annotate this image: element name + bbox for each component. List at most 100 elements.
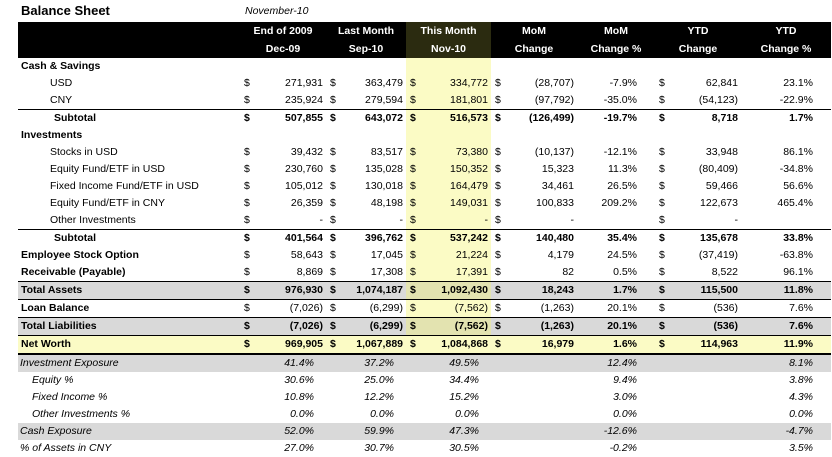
percent-cell: -63.8% xyxy=(741,247,831,264)
percent-cell: 24.5% xyxy=(577,247,655,264)
currency-symbol: $ xyxy=(330,338,336,350)
cell-value: - xyxy=(399,214,404,226)
cell-value: -4.7% xyxy=(785,425,813,437)
cell-value: (7,562) xyxy=(454,302,488,314)
table-row: Receivable (Payable) $8,869 $17,308 $17,391… xyxy=(18,264,831,282)
currency-symbol: $ xyxy=(495,94,501,106)
column-header: Change % xyxy=(741,40,831,58)
percent-cell: -19.7% xyxy=(577,109,655,127)
value-cell: $4,179 xyxy=(491,247,577,264)
currency-symbol: $ xyxy=(410,232,416,244)
row-label: Loan Balance xyxy=(21,302,90,314)
report-date: November-10 xyxy=(245,5,309,17)
currency-symbol: $ xyxy=(330,94,336,106)
empty-cell xyxy=(240,127,326,144)
cell-value: 9.4% xyxy=(613,374,637,386)
cell-value: 149,031 xyxy=(450,197,488,209)
currency-symbol: $ xyxy=(659,232,665,244)
currency-symbol: $ xyxy=(244,214,250,226)
percent-cell: 1.7% xyxy=(741,109,831,127)
cell-value: 23.1% xyxy=(783,77,813,89)
table-row: Total Assets $976,930 $1,074,187 $1,092,430… xyxy=(18,281,831,300)
table-row: CNY $235,924 $279,594 $181,801 $ (97,792) -35.… xyxy=(18,92,831,110)
cell-value: 1,084,868 xyxy=(441,338,488,350)
table-row: Cash & Savings xyxy=(18,58,831,75)
currency-symbol: $ xyxy=(410,338,416,350)
cell-value: 30.6% xyxy=(284,374,314,386)
cell-value: 37.2% xyxy=(364,357,394,369)
value-cell: $39,432 xyxy=(240,144,326,161)
currency-symbol: $ xyxy=(410,266,416,278)
currency-symbol: $ xyxy=(330,214,336,226)
cell-value: 34,461 xyxy=(541,180,574,192)
percent-cell: 37.2% xyxy=(326,354,406,372)
value-cell: $1,084,868 xyxy=(406,335,491,355)
value-cell: $149,031 xyxy=(406,195,491,212)
currency-symbol: $ xyxy=(410,197,416,209)
empty-cell xyxy=(491,440,577,457)
cell-value: 334,772 xyxy=(450,77,488,89)
value-cell: $135,028 xyxy=(326,161,406,178)
cell-value: 8,522 xyxy=(711,266,738,278)
header-row-1: End of 2009 Last Month This Month MoM MoM YTD… xyxy=(18,22,831,40)
cell-value: 150,352 xyxy=(450,163,488,175)
percent-cell: 15.2% xyxy=(406,389,491,406)
cell-value: 33,948 xyxy=(705,146,738,158)
cell-value: (536) xyxy=(713,302,738,314)
cell-value: 7.6% xyxy=(789,302,813,314)
percent-cell: 1.6% xyxy=(577,335,655,355)
value-cell: $73,380 xyxy=(406,144,491,161)
percent-cell: -12.6% xyxy=(577,423,655,440)
row-label: Equity Fund/ETF in USD xyxy=(50,163,165,175)
value-cell: $34,461 xyxy=(491,178,577,195)
cell-value: - xyxy=(570,214,575,226)
currency-symbol: $ xyxy=(495,77,501,89)
table-row: Investments xyxy=(18,127,831,144)
percent-cell: 8.1% xyxy=(741,354,831,372)
value-cell: $ (80,409) xyxy=(655,161,741,178)
percent-cell: -0.2% xyxy=(577,440,655,457)
value-cell: $59,466 xyxy=(655,178,741,195)
empty-cell xyxy=(406,127,491,144)
percent-cell: -12.1% xyxy=(577,144,655,161)
cell-value: (126,499) xyxy=(529,112,574,124)
cell-value: 105,012 xyxy=(285,180,323,192)
currency-symbol: $ xyxy=(244,94,250,106)
value-cell: $ (10,137) xyxy=(491,144,577,161)
column-header: Change % xyxy=(577,40,655,58)
cell-value: 12.4% xyxy=(607,357,637,369)
currency-symbol: $ xyxy=(244,284,250,296)
cell-value: -35.0% xyxy=(603,94,637,106)
value-cell: $122,673 xyxy=(655,195,741,212)
cell-value: (28,707) xyxy=(534,77,574,89)
percent-cell: 26.5% xyxy=(577,178,655,195)
value-cell: $16,979 xyxy=(491,335,577,355)
table-row: Loan Balance $ (7,026) $ (6,299) $ (7,562) $ (1,… xyxy=(18,299,831,318)
cell-value: 1.7% xyxy=(789,112,813,124)
empty-cell xyxy=(577,127,655,144)
row-label: Subtotal xyxy=(18,229,240,247)
currency-symbol: $ xyxy=(244,320,250,332)
currency-symbol: $ xyxy=(659,146,665,158)
cell-value: -34.8% xyxy=(779,163,813,175)
percent-cell: 30.5% xyxy=(406,440,491,457)
value-cell: $1,074,187 xyxy=(326,281,406,300)
currency-symbol: $ xyxy=(244,302,250,314)
currency-symbol: $ xyxy=(330,180,336,192)
percent-cell: 34.4% xyxy=(406,372,491,389)
empty-cell xyxy=(406,58,491,75)
value-cell: $8,522 xyxy=(655,264,741,282)
value-cell: $21,224 xyxy=(406,247,491,264)
cell-value: 363,479 xyxy=(365,77,403,89)
value-cell: $62,841 xyxy=(655,75,741,92)
percent-cell: 9.4% xyxy=(577,372,655,389)
currency-symbol: $ xyxy=(410,320,416,332)
currency-symbol: $ xyxy=(244,180,250,192)
table-row: Total Liabilities $ (7,026) $ (6,299) $ (7,562… xyxy=(18,317,831,336)
cell-value: - xyxy=(734,214,739,226)
cell-value: 17,045 xyxy=(370,249,403,261)
currency-symbol: $ xyxy=(330,266,336,278)
currency-symbol: $ xyxy=(330,302,336,314)
cell-value: 39,432 xyxy=(290,146,323,158)
value-cell: $48,198 xyxy=(326,195,406,212)
